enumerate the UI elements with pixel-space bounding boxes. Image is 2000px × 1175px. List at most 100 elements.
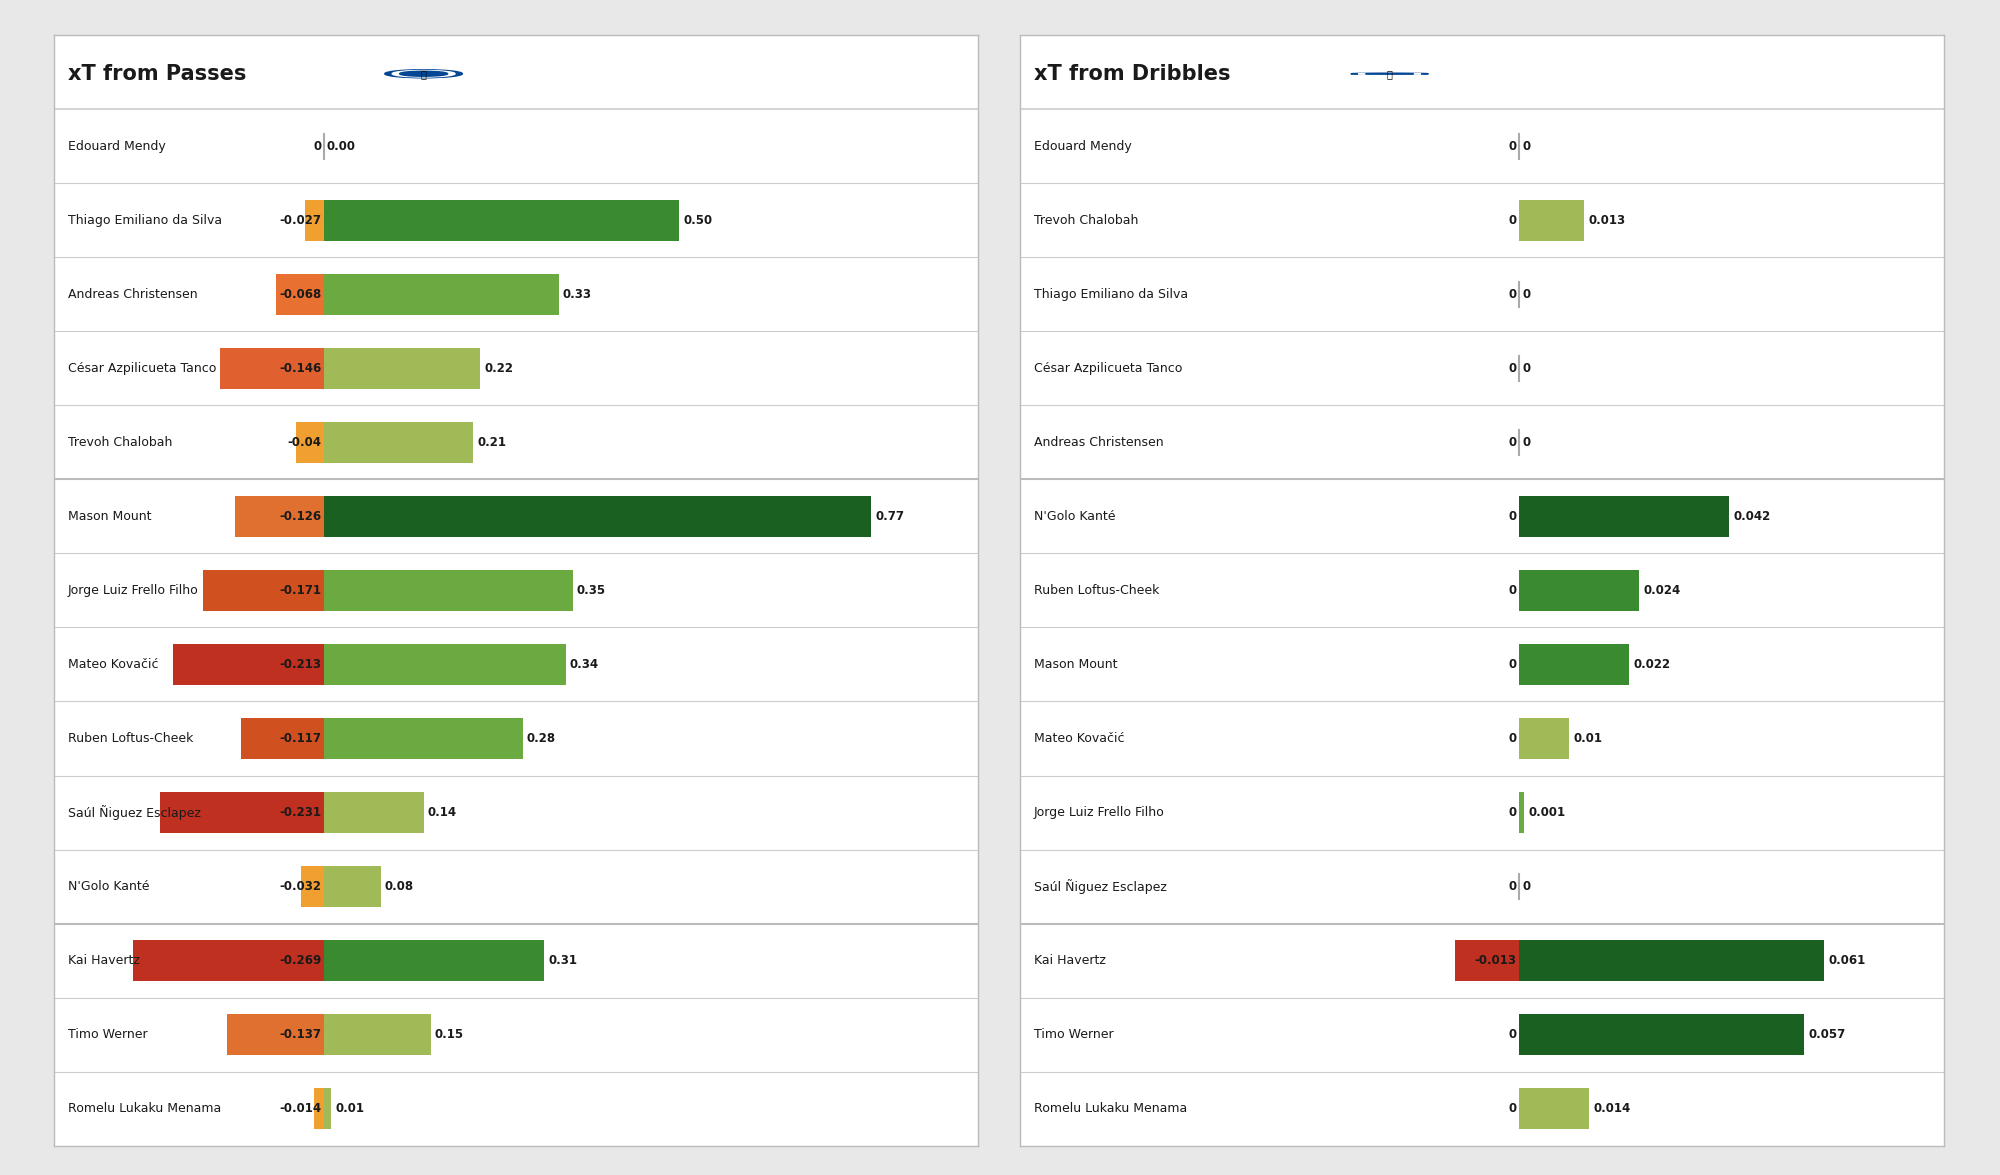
Text: xT from Dribbles: xT from Dribbles [1034,63,1230,83]
Bar [314,1088,324,1129]
Text: 0.31: 0.31 [548,954,578,967]
Text: 0: 0 [314,140,322,153]
Text: 0.001: 0.001 [1528,806,1566,819]
Bar [324,422,474,463]
Text: -0.269: -0.269 [280,954,322,967]
Text: César Azpilicueta Tanco: César Azpilicueta Tanco [68,362,216,375]
Bar [1520,940,1824,981]
Text: 0.34: 0.34 [570,658,598,671]
Bar [1520,718,1570,759]
Bar [132,940,324,981]
Text: -0.126: -0.126 [280,510,322,523]
Text: -0.068: -0.068 [280,288,322,301]
Text: -0.117: -0.117 [280,732,322,745]
Text: Mateo Kovačić: Mateo Kovačić [1034,732,1124,745]
Text: Mateo Kovačić: Mateo Kovačić [68,658,158,671]
Text: 0.042: 0.042 [1734,510,1770,523]
Text: Edouard Mendy: Edouard Mendy [1034,140,1132,153]
Text: -0.231: -0.231 [280,806,322,819]
Text: 0: 0 [1522,140,1530,153]
Text: 0.77: 0.77 [876,510,904,523]
Bar [220,348,324,389]
Text: 0: 0 [1522,288,1530,301]
Text: 0.01: 0.01 [1574,732,1602,745]
Text: Mason Mount: Mason Mount [1034,658,1118,671]
Text: 0.33: 0.33 [562,288,592,301]
Text: -0.213: -0.213 [280,658,322,671]
Text: 0: 0 [1508,436,1516,449]
Text: Kai Havertz: Kai Havertz [1034,954,1106,967]
Bar [324,1088,332,1129]
Bar [324,1014,430,1055]
Bar [234,496,324,537]
Text: 0.22: 0.22 [484,362,514,375]
Text: Trevoh Chalobah: Trevoh Chalobah [1034,214,1138,227]
Text: 0.50: 0.50 [684,214,712,227]
Text: 0: 0 [1522,436,1530,449]
Text: 0.08: 0.08 [384,880,414,893]
Bar [324,792,424,833]
Text: 🦁: 🦁 [420,69,426,79]
Text: Ruben Loftus-Cheek: Ruben Loftus-Cheek [68,732,194,745]
Text: Timo Werner: Timo Werner [1034,1028,1114,1041]
Text: 0: 0 [1508,288,1516,301]
Text: 0: 0 [1508,1102,1516,1115]
Bar [1454,940,1520,981]
Text: Romelu Lukaku Menama: Romelu Lukaku Menama [68,1102,222,1115]
Text: -0.04: -0.04 [288,436,322,449]
Text: Kai Havertz: Kai Havertz [68,954,140,967]
Text: 0: 0 [1508,362,1516,375]
Text: 0: 0 [1508,140,1516,153]
Text: Mason Mount: Mason Mount [68,510,152,523]
Text: 0.00: 0.00 [326,140,356,153]
Text: César Azpilicueta Tanco: César Azpilicueta Tanco [1034,362,1182,375]
Bar [1520,1014,1804,1055]
Bar [1520,570,1640,611]
Bar [1520,644,1630,685]
Bar [324,940,544,981]
Text: 0.061: 0.061 [1828,954,1866,967]
Text: Timo Werner: Timo Werner [68,1028,148,1041]
Bar [1520,792,1524,833]
Text: Saúl Ñiguez Esclapez: Saúl Ñiguez Esclapez [68,805,200,820]
Bar [302,866,324,907]
Text: 0.014: 0.014 [1594,1102,1630,1115]
Bar [172,644,324,685]
Text: 0: 0 [1508,880,1516,893]
Text: Andreas Christensen: Andreas Christensen [1034,436,1164,449]
Circle shape [384,69,462,78]
Text: 0.013: 0.013 [1588,214,1626,227]
Bar [1520,200,1584,241]
Text: -0.171: -0.171 [280,584,322,597]
Bar [324,348,480,389]
Text: 0.022: 0.022 [1634,658,1670,671]
Text: 0.28: 0.28 [526,732,556,745]
Text: 0: 0 [1508,584,1516,597]
Text: Andreas Christensen: Andreas Christensen [68,288,198,301]
Text: 0: 0 [1508,658,1516,671]
Bar [324,570,572,611]
Text: Trevoh Chalobah: Trevoh Chalobah [68,436,172,449]
Text: 0: 0 [1508,510,1516,523]
Text: -0.032: -0.032 [280,880,322,893]
Text: 0: 0 [1522,362,1530,375]
Text: N'Golo Kanté: N'Golo Kanté [1034,510,1116,523]
Bar [296,422,324,463]
Text: 🦁: 🦁 [1386,69,1392,79]
Text: xT from Passes: xT from Passes [68,63,246,83]
Bar [324,866,380,907]
Text: Thiago Emiliano da Silva: Thiago Emiliano da Silva [1034,288,1188,301]
Bar [240,718,324,759]
Circle shape [400,72,448,76]
Bar [324,644,566,685]
Text: N'Golo Kanté: N'Golo Kanté [68,880,150,893]
Text: 0: 0 [1522,880,1530,893]
Text: 0.35: 0.35 [576,584,606,597]
Text: -0.146: -0.146 [280,362,322,375]
Text: Saúl Ñiguez Esclapez: Saúl Ñiguez Esclapez [1034,879,1166,894]
Text: -0.014: -0.014 [280,1102,322,1115]
Circle shape [392,70,456,78]
Bar [324,274,558,315]
Text: -0.137: -0.137 [280,1028,322,1041]
Text: 0.21: 0.21 [478,436,506,449]
